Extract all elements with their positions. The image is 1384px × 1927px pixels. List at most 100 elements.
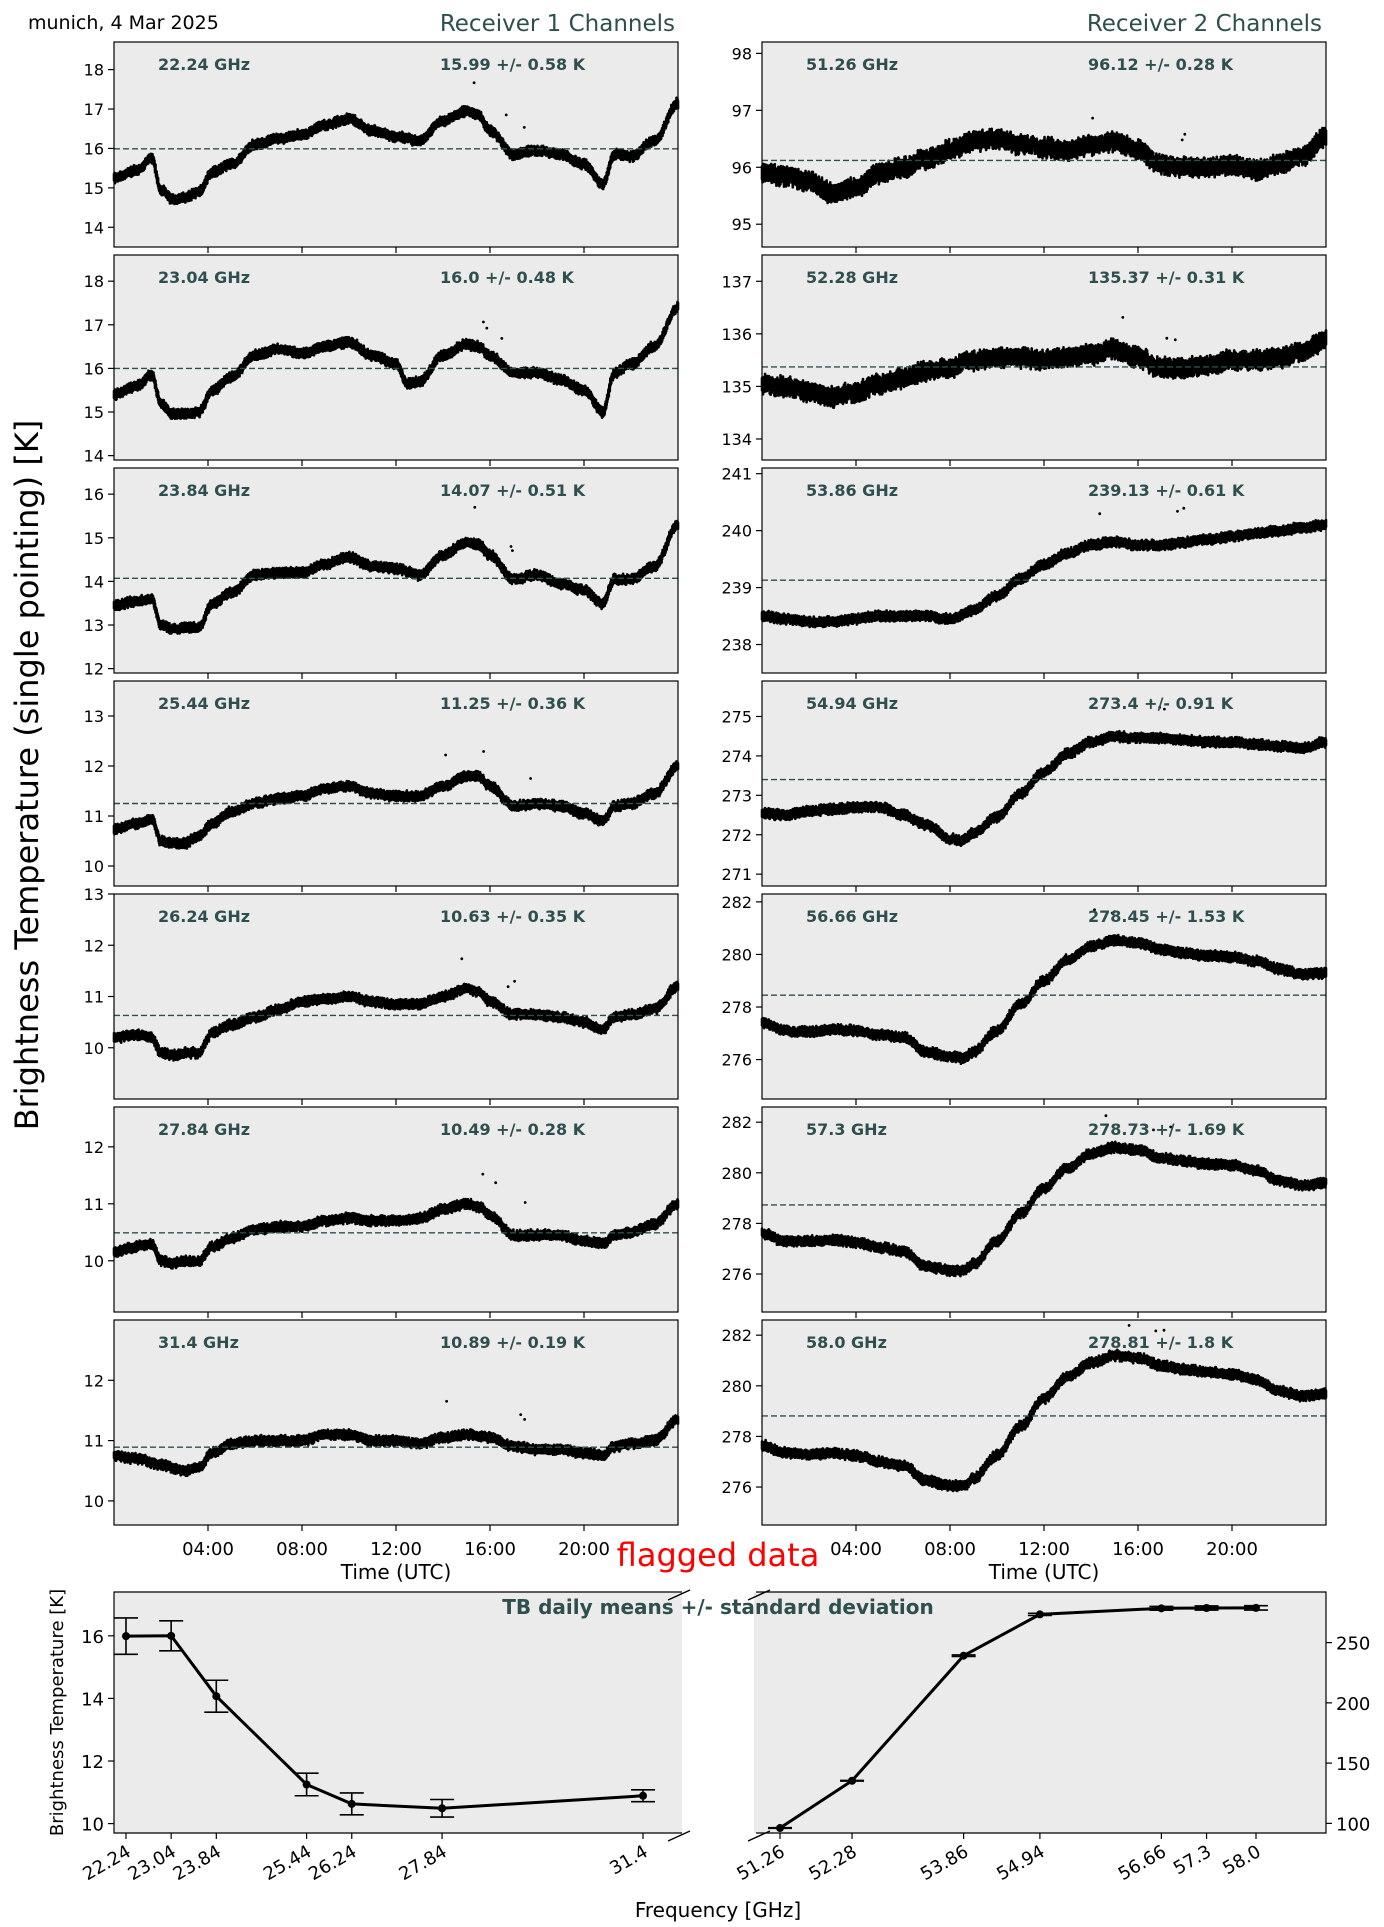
y-tick-label: 12	[84, 660, 104, 679]
x-tick-label: 51.26	[733, 1841, 788, 1885]
outlier-point	[529, 777, 532, 780]
outlier-point	[1093, 908, 1096, 912]
y-tick-label: 276	[721, 1051, 752, 1070]
y-tick-label: 134	[721, 430, 752, 449]
y-tick-label: 12	[84, 757, 104, 776]
outlier-point	[1163, 707, 1166, 711]
mean-std-label: 10.63 +/- 0.35 K	[440, 907, 586, 926]
panel-background	[762, 1320, 1326, 1525]
mean-std-label: 14.07 +/- 0.51 K	[440, 481, 586, 500]
y-tick-label: 250	[1336, 1634, 1370, 1655]
x-tick-label: 52.28	[805, 1841, 860, 1885]
y-tick-label: 11	[84, 1432, 104, 1451]
axis-break-gap	[682, 1590, 754, 1835]
y-tick-label: 278	[721, 1214, 752, 1233]
y-tick-label: 12	[84, 936, 104, 955]
mean-point	[438, 1804, 447, 1813]
mean-point	[1252, 1603, 1260, 1612]
panel-background	[114, 894, 678, 1099]
y-tick-label: 10	[81, 1815, 104, 1836]
y-tick-label: 137	[721, 272, 752, 291]
y-tick-label: 13	[84, 885, 104, 904]
outlier-point	[523, 1201, 527, 1204]
mean-std-label: 278.81 +/- 1.8 K	[1088, 1333, 1234, 1352]
outlier-point	[445, 1399, 448, 1403]
panel-51-26-ghz: 95 96 97 98 51.26 GHz 96.12 +/- 0.28 K	[732, 41, 1328, 253]
mean-std-label: 96.12 +/- 0.28 K	[1088, 55, 1234, 74]
frequency-label: 51.26 GHz	[806, 55, 898, 74]
outlier-point	[1154, 1329, 1158, 1333]
mean-point	[122, 1632, 130, 1641]
y-tick-label: 10	[84, 1252, 104, 1271]
panel-31-4-ghz: 10 11 12 31.4 GHz 10.89 +/- 0.19 K	[84, 1319, 680, 1531]
y-tick-label: 11	[84, 807, 104, 826]
outlier-point	[460, 957, 464, 961]
frequency-label: 54.94 GHz	[806, 694, 898, 713]
mean-point	[1035, 1610, 1044, 1619]
y-tick-label: 10	[84, 1039, 104, 1058]
y-tick-label: 274	[721, 747, 752, 766]
mean-std-label: 11.25 +/- 0.36 K	[440, 694, 586, 713]
frequency-label: 27.84 GHz	[158, 1120, 250, 1139]
panel-23-84-ghz: 12 13 14 15 16 23.84 GHz 14.07 +/- 0.51 K	[84, 467, 680, 679]
outlier-point	[494, 1181, 498, 1185]
y-tick-label: 16	[84, 485, 104, 504]
means-plot-title: TB daily means +/- standard deviation	[502, 1595, 934, 1619]
y-tick-label: 11	[84, 988, 104, 1007]
frequency-label: 25.44 GHz	[158, 694, 250, 713]
panel-52-28-ghz: 134 135 136 137 52.28 GHz 135.37 +/- 0.31 K	[721, 254, 1328, 466]
outlier-point	[1173, 338, 1177, 342]
x-axis-label: Time (UTC)	[340, 1560, 452, 1584]
y-tick-label: 278	[721, 998, 752, 1017]
x-tick-label: 04:00	[182, 1539, 234, 1560]
y-tick-label: 14	[84, 572, 104, 591]
panel-57-3-ghz: 276 278 280 282 57.3 GHz 278.73 +/- 1.69 K	[721, 1106, 1328, 1318]
outlier-point	[1169, 1125, 1173, 1129]
x-tick-label: 53.86	[917, 1841, 972, 1885]
panel-background	[114, 681, 678, 886]
outlier-point	[1110, 911, 1114, 915]
y-tick-label: 17	[84, 100, 104, 119]
y-tick-label: 14	[84, 447, 104, 466]
y-tick-label: 282	[721, 893, 752, 912]
y-tick-label: 150	[1336, 1754, 1370, 1775]
panel-background	[114, 42, 678, 247]
panel-54-94-ghz: 271 272 273 274 275 54.94 GHz 273.4 +/- 0.91 K	[721, 680, 1328, 892]
y-tick-label: 240	[721, 522, 752, 541]
outlier-point	[1121, 316, 1125, 319]
mean-point	[302, 1780, 311, 1789]
panel-background	[114, 1107, 678, 1312]
outlier-point	[513, 979, 516, 983]
receiver1-title: Receiver 1 Channels	[440, 11, 675, 37]
y-tick-label: 15	[84, 179, 104, 198]
y-tick-label: 282	[721, 1326, 752, 1345]
mean-point	[1157, 1604, 1166, 1613]
mean-point	[959, 1651, 968, 1660]
y-tick-label: 12	[84, 1138, 104, 1157]
outlier-point	[1127, 1324, 1131, 1327]
y-tick-label: 280	[721, 1164, 752, 1183]
outlier-point	[519, 1413, 523, 1416]
outlier-point	[506, 985, 510, 989]
x-tick-label: 22.24	[79, 1841, 134, 1885]
y-tick-label: 97	[732, 101, 752, 120]
panel-background	[762, 894, 1326, 1099]
y-tick-label: 271	[721, 865, 752, 884]
panel-26-24-ghz: 10 11 12 13 26.24 GHz 10.63 +/- 0.35 K	[84, 885, 680, 1105]
outlier-point	[1162, 1328, 1166, 1332]
y-tick-label: 276	[721, 1478, 752, 1497]
y-tick-label: 241	[721, 465, 752, 484]
break-mark	[747, 1830, 771, 1842]
y-tick-label: 16	[81, 1627, 104, 1648]
frequency-label: 52.28 GHz	[806, 268, 898, 287]
frequency-label: 31.4 GHz	[158, 1333, 239, 1352]
mean-std-label: 10.89 +/- 0.19 K	[440, 1333, 586, 1352]
outlier-point	[509, 545, 513, 548]
y-tick-label: 17	[84, 316, 104, 335]
y-tick-label: 18	[84, 272, 104, 291]
y-tick-label: 11	[84, 1195, 104, 1214]
y-tick-label: 10	[84, 1492, 104, 1511]
outlier-point	[485, 326, 489, 330]
y-tick-label: 12	[84, 1371, 104, 1390]
